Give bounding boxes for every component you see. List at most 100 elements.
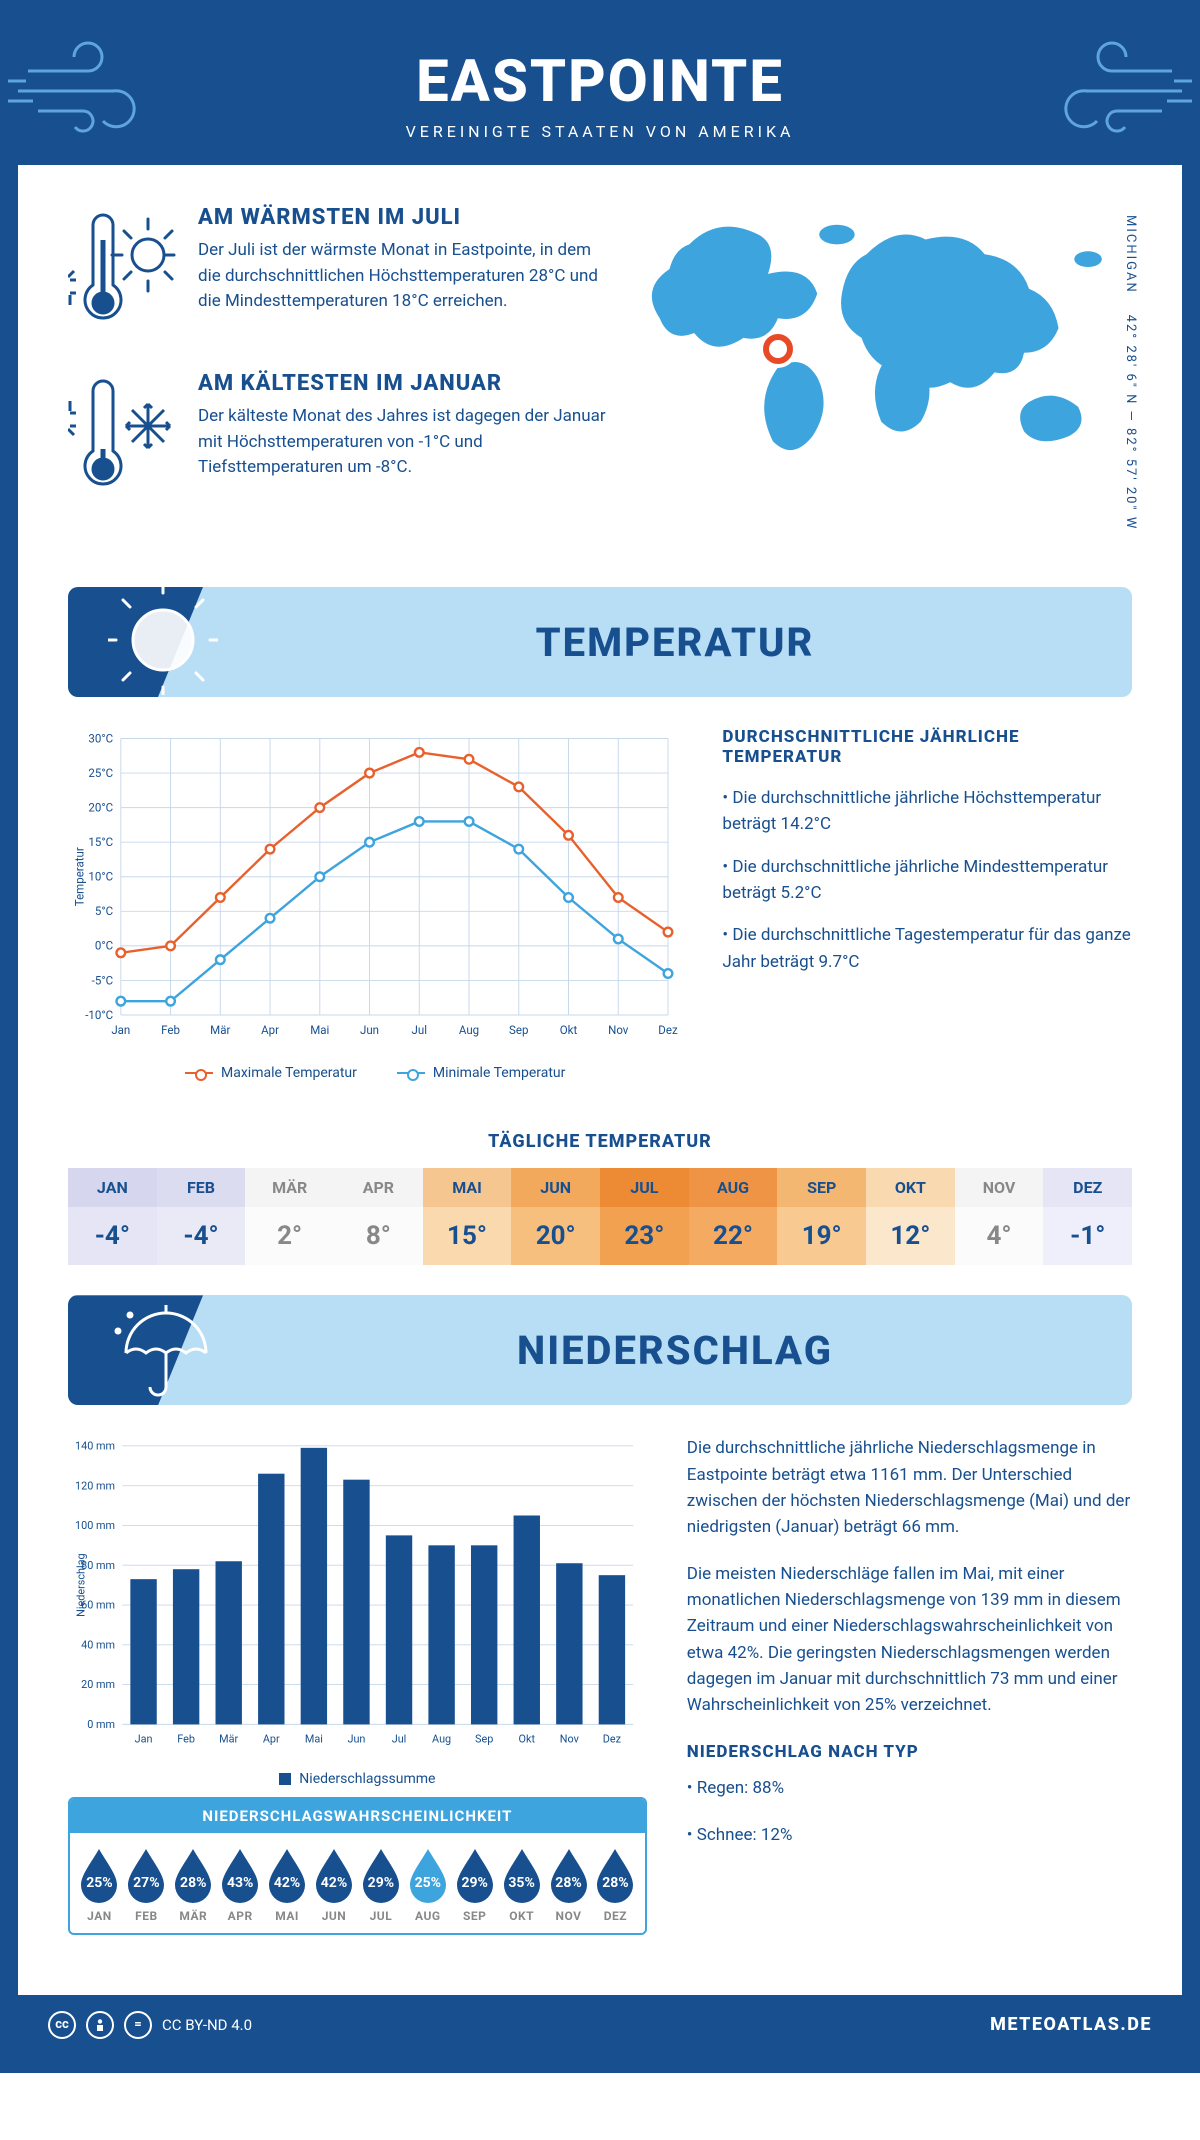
- thermometer-hot-icon: [68, 205, 178, 339]
- coldest-fact: AM KÄLTESTEN IM JANUAR Der kälteste Mona…: [68, 371, 610, 505]
- precipitation-title: NIEDERSCHLAG: [218, 1327, 1132, 1374]
- heatmap-cell: AUG 22°: [689, 1168, 778, 1265]
- precipitation-notes: Die durchschnittliche jährliche Niedersc…: [687, 1435, 1132, 1965]
- heatmap-cell: MAI 15°: [423, 1168, 512, 1265]
- drop-icon: 43%: [218, 1847, 262, 1903]
- drop-icon: 28%: [593, 1847, 637, 1903]
- coordinates-label: MICHIGAN 42° 28' 6" N — 82° 57' 20" W: [1123, 215, 1138, 530]
- region-label: MICHIGAN: [1123, 215, 1138, 294]
- svg-text:20 mm: 20 mm: [81, 1679, 115, 1692]
- svg-text:Niederschlag: Niederschlag: [74, 1554, 87, 1618]
- header: EASTPOINTE VEREINIGTE STAATEN VON AMERIK…: [18, 18, 1182, 165]
- heatmap-cell: MÄR 2°: [245, 1168, 334, 1265]
- svg-text:Dez: Dez: [603, 1733, 622, 1746]
- svg-text:-5°C: -5°C: [92, 973, 113, 987]
- svg-text:Jan: Jan: [135, 1733, 153, 1746]
- heatmap-cell: FEB -4°: [157, 1168, 246, 1265]
- temperature-notes: DURCHSCHNITTLICHE JÄHRLICHE TEMPERATUR •…: [722, 727, 1132, 1081]
- note-item: • Die durchschnittliche jährliche Höchst…: [722, 785, 1132, 838]
- svg-text:Aug: Aug: [459, 1023, 479, 1037]
- drop-icon: 27%: [124, 1847, 168, 1903]
- svg-text:Jun: Jun: [360, 1023, 379, 1037]
- drop-icon: 42%: [312, 1847, 356, 1903]
- svg-text:Mär: Mär: [219, 1733, 238, 1746]
- precip-by-type-title: NIEDERSCHLAG NACH TYP: [687, 1739, 1132, 1765]
- svg-text:Mai: Mai: [305, 1733, 323, 1746]
- world-map-icon: [640, 205, 1132, 481]
- drop-icon: 29%: [453, 1847, 497, 1903]
- nd-icon: =: [124, 2011, 152, 2039]
- world-map-container: MICHIGAN 42° 28' 6" N — 82° 57' 20" W: [640, 205, 1132, 537]
- svg-text:40 mm: 40 mm: [81, 1639, 115, 1652]
- svg-text:Aug: Aug: [432, 1733, 451, 1746]
- heatmap-cell: JUL 23°: [600, 1168, 689, 1265]
- note-item: • Die durchschnittliche Tagestemperatur …: [722, 922, 1132, 975]
- temperature-title: TEMPERATUR: [218, 619, 1132, 666]
- heatmap-cell: JUN 20°: [511, 1168, 600, 1265]
- svg-text:Apr: Apr: [263, 1733, 280, 1746]
- precip-paragraph: Die durchschnittliche jährliche Niedersc…: [687, 1435, 1132, 1540]
- drop-icon: 28%: [171, 1847, 215, 1903]
- svg-text:Jul: Jul: [392, 1733, 407, 1746]
- temperature-line-chart: -10°C-5°C0°C5°C10°C15°C20°C25°C30°CJanFe…: [68, 727, 682, 1081]
- drop-icon: 28%: [547, 1847, 591, 1903]
- probability-drop: 43% APR: [217, 1847, 264, 1923]
- daily-temp-heatmap: JAN -4° FEB -4° MÄR 2° APR 8° MAI 15° JU…: [68, 1168, 1132, 1265]
- svg-text:Sep: Sep: [509, 1023, 528, 1037]
- wind-icon: [1042, 36, 1192, 140]
- svg-text:Feb: Feb: [161, 1023, 180, 1037]
- heatmap-cell: DEZ -1°: [1043, 1168, 1132, 1265]
- svg-text:Okt: Okt: [560, 1023, 578, 1037]
- cc-icon: cc: [48, 2011, 76, 2039]
- drop-icon: 29%: [359, 1847, 403, 1903]
- probability-drop: 28% MÄR: [170, 1847, 217, 1923]
- by-icon: [86, 2011, 114, 2039]
- probability-drop: 35% OKT: [498, 1847, 545, 1923]
- daily-temp-title: TÄGLICHE TEMPERATUR: [18, 1131, 1182, 1152]
- svg-text:Mär: Mär: [210, 1023, 230, 1037]
- warmest-fact: AM WÄRMSTEN IM JULI Der Juli ist der wär…: [68, 205, 610, 339]
- probability-drop: 29% JUL: [357, 1847, 404, 1923]
- heatmap-cell: JAN -4°: [68, 1168, 157, 1265]
- sun-icon: [108, 585, 218, 699]
- warmest-text: Der Juli ist der wärmste Monat in Eastpo…: [198, 238, 610, 315]
- coords-value: 42° 28' 6" N — 82° 57' 20" W: [1123, 315, 1138, 531]
- svg-text:25°C: 25°C: [88, 766, 113, 780]
- precip-type-item: • Regen: 88%: [687, 1775, 1132, 1801]
- drop-icon: 25%: [406, 1847, 450, 1903]
- svg-text:Dez: Dez: [658, 1023, 678, 1037]
- notes-title: DURCHSCHNITTLICHE JÄHRLICHE TEMPERATUR: [722, 727, 1132, 767]
- svg-text:120 mm: 120 mm: [75, 1480, 115, 1493]
- intro-section: AM WÄRMSTEN IM JULI Der Juli ist der wär…: [18, 165, 1182, 567]
- probability-drop: 27% FEB: [123, 1847, 170, 1923]
- probability-drop: 28% DEZ: [592, 1847, 639, 1923]
- drop-icon: 42%: [265, 1847, 309, 1903]
- precipitation-legend: Niederschlagssumme: [68, 1771, 647, 1787]
- heatmap-cell: OKT 12°: [866, 1168, 955, 1265]
- footer: cc = CC BY-ND 4.0 METEOATLAS.DE: [18, 1995, 1182, 2055]
- probability-drop: 42% MAI: [264, 1847, 311, 1923]
- svg-text:0°C: 0°C: [95, 939, 113, 953]
- svg-text:15°C: 15°C: [88, 835, 113, 849]
- heatmap-cell: APR 8°: [334, 1168, 423, 1265]
- license-label: CC BY-ND 4.0: [162, 2016, 252, 2034]
- precip-legend-label: Niederschlagssumme: [299, 1771, 435, 1787]
- svg-text:100 mm: 100 mm: [75, 1519, 115, 1532]
- svg-text:10°C: 10°C: [88, 870, 113, 884]
- probability-drop: 25% JAN: [76, 1847, 123, 1923]
- svg-text:Jul: Jul: [412, 1023, 427, 1037]
- svg-text:-10°C: -10°C: [85, 1008, 113, 1022]
- svg-text:Feb: Feb: [177, 1733, 195, 1746]
- svg-text:20°C: 20°C: [88, 800, 113, 814]
- page: EASTPOINTE VEREINIGTE STAATEN VON AMERIK…: [0, 0, 1200, 2073]
- page-subtitle: VEREINIGTE STAATEN VON AMERIKA: [38, 122, 1162, 141]
- location-marker-icon: [763, 334, 793, 364]
- coldest-title: AM KÄLTESTEN IM JANUAR: [198, 371, 610, 396]
- heatmap-cell: SEP 19°: [777, 1168, 866, 1265]
- precipitation-bar-chart: 0 mm20 mm40 mm60 mm80 mm100 mm120 mm140 …: [68, 1435, 647, 1787]
- page-title: EASTPOINTE: [38, 48, 1162, 116]
- umbrella-icon: [108, 1293, 218, 1407]
- svg-text:5°C: 5°C: [95, 904, 113, 918]
- svg-text:0 mm: 0 mm: [87, 1718, 115, 1731]
- probability-drop: 25% AUG: [404, 1847, 451, 1923]
